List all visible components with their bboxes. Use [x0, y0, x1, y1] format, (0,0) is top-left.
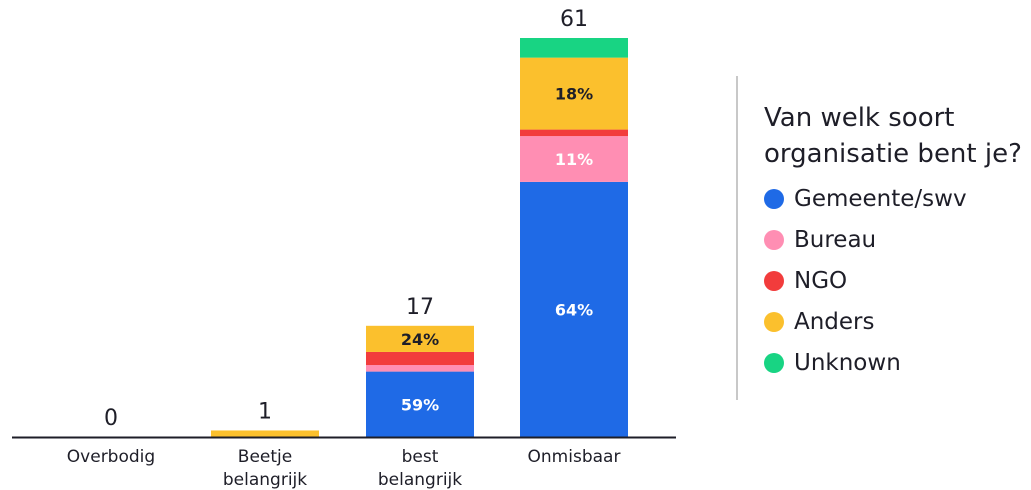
legend-items: Gemeente/swv Bureau NGO Anders Unknown: [764, 178, 1031, 383]
legend-item: Unknown: [764, 342, 1031, 383]
bar-total-label: 17: [406, 295, 434, 320]
legend-swatch: [764, 311, 784, 332]
data-label: 59%: [401, 395, 439, 414]
data-label: 24%: [401, 330, 439, 349]
x-tick-label: Onmisbaar: [528, 447, 621, 467]
legend-title: Van welk soort organisatie bent je?: [764, 103, 1022, 169]
data-label: 18%: [555, 85, 593, 104]
bar-segment-anders: [366, 325, 474, 352]
legend-item: Gemeente/swv: [764, 178, 1031, 219]
bar-segment-ngo: [366, 351, 474, 366]
x-tick-label: Beetje: [238, 447, 292, 467]
x-tick-label: belangrijk: [378, 470, 462, 490]
x-tick-label: best: [402, 447, 439, 467]
legend-swatch: [764, 352, 784, 373]
legend-label: Bureau: [794, 226, 877, 253]
bar-total-label: 1: [258, 399, 272, 424]
bar-segment-bureau: [366, 365, 474, 372]
bar-segment-unknown: [520, 38, 628, 58]
legend-item: Anders: [764, 301, 1031, 342]
legend-label: Anders: [794, 308, 875, 335]
bar-segment-anders: [520, 57, 628, 130]
bar-total-label: 61: [560, 7, 588, 32]
legend-swatch: [764, 188, 784, 209]
legend-swatch: [764, 270, 784, 291]
stacked-bar-chart: 0 Overbodig 1 Beetje belangrijk 59% 24% 17 best b…: [12, 7, 676, 490]
x-tick-label: Overbodig: [67, 447, 155, 467]
bar-segment-ngo: [520, 129, 628, 137]
legend: Van welk soort organisatie bent je? Geme…: [764, 100, 1031, 383]
legend-label: Unknown: [794, 349, 901, 376]
legend-divider: [736, 76, 738, 400]
bar-segment-gemeente-swv: [366, 371, 474, 437]
legend-item: Bureau: [764, 219, 1031, 260]
legend-swatch: [764, 229, 784, 250]
legend-label: NGO: [794, 267, 848, 294]
data-label: 11%: [555, 150, 593, 169]
bar-total-label: 0: [104, 406, 118, 431]
bar-segment-bureau: [520, 136, 628, 182]
legend-label: Gemeente/swv: [794, 185, 967, 212]
bar-segment-gemeente-swv: [520, 181, 628, 437]
bar-segment-anders: [211, 430, 319, 437]
data-label: 64%: [555, 300, 593, 319]
legend-item: NGO: [764, 260, 1031, 301]
x-tick-label: belangrijk: [223, 470, 307, 490]
